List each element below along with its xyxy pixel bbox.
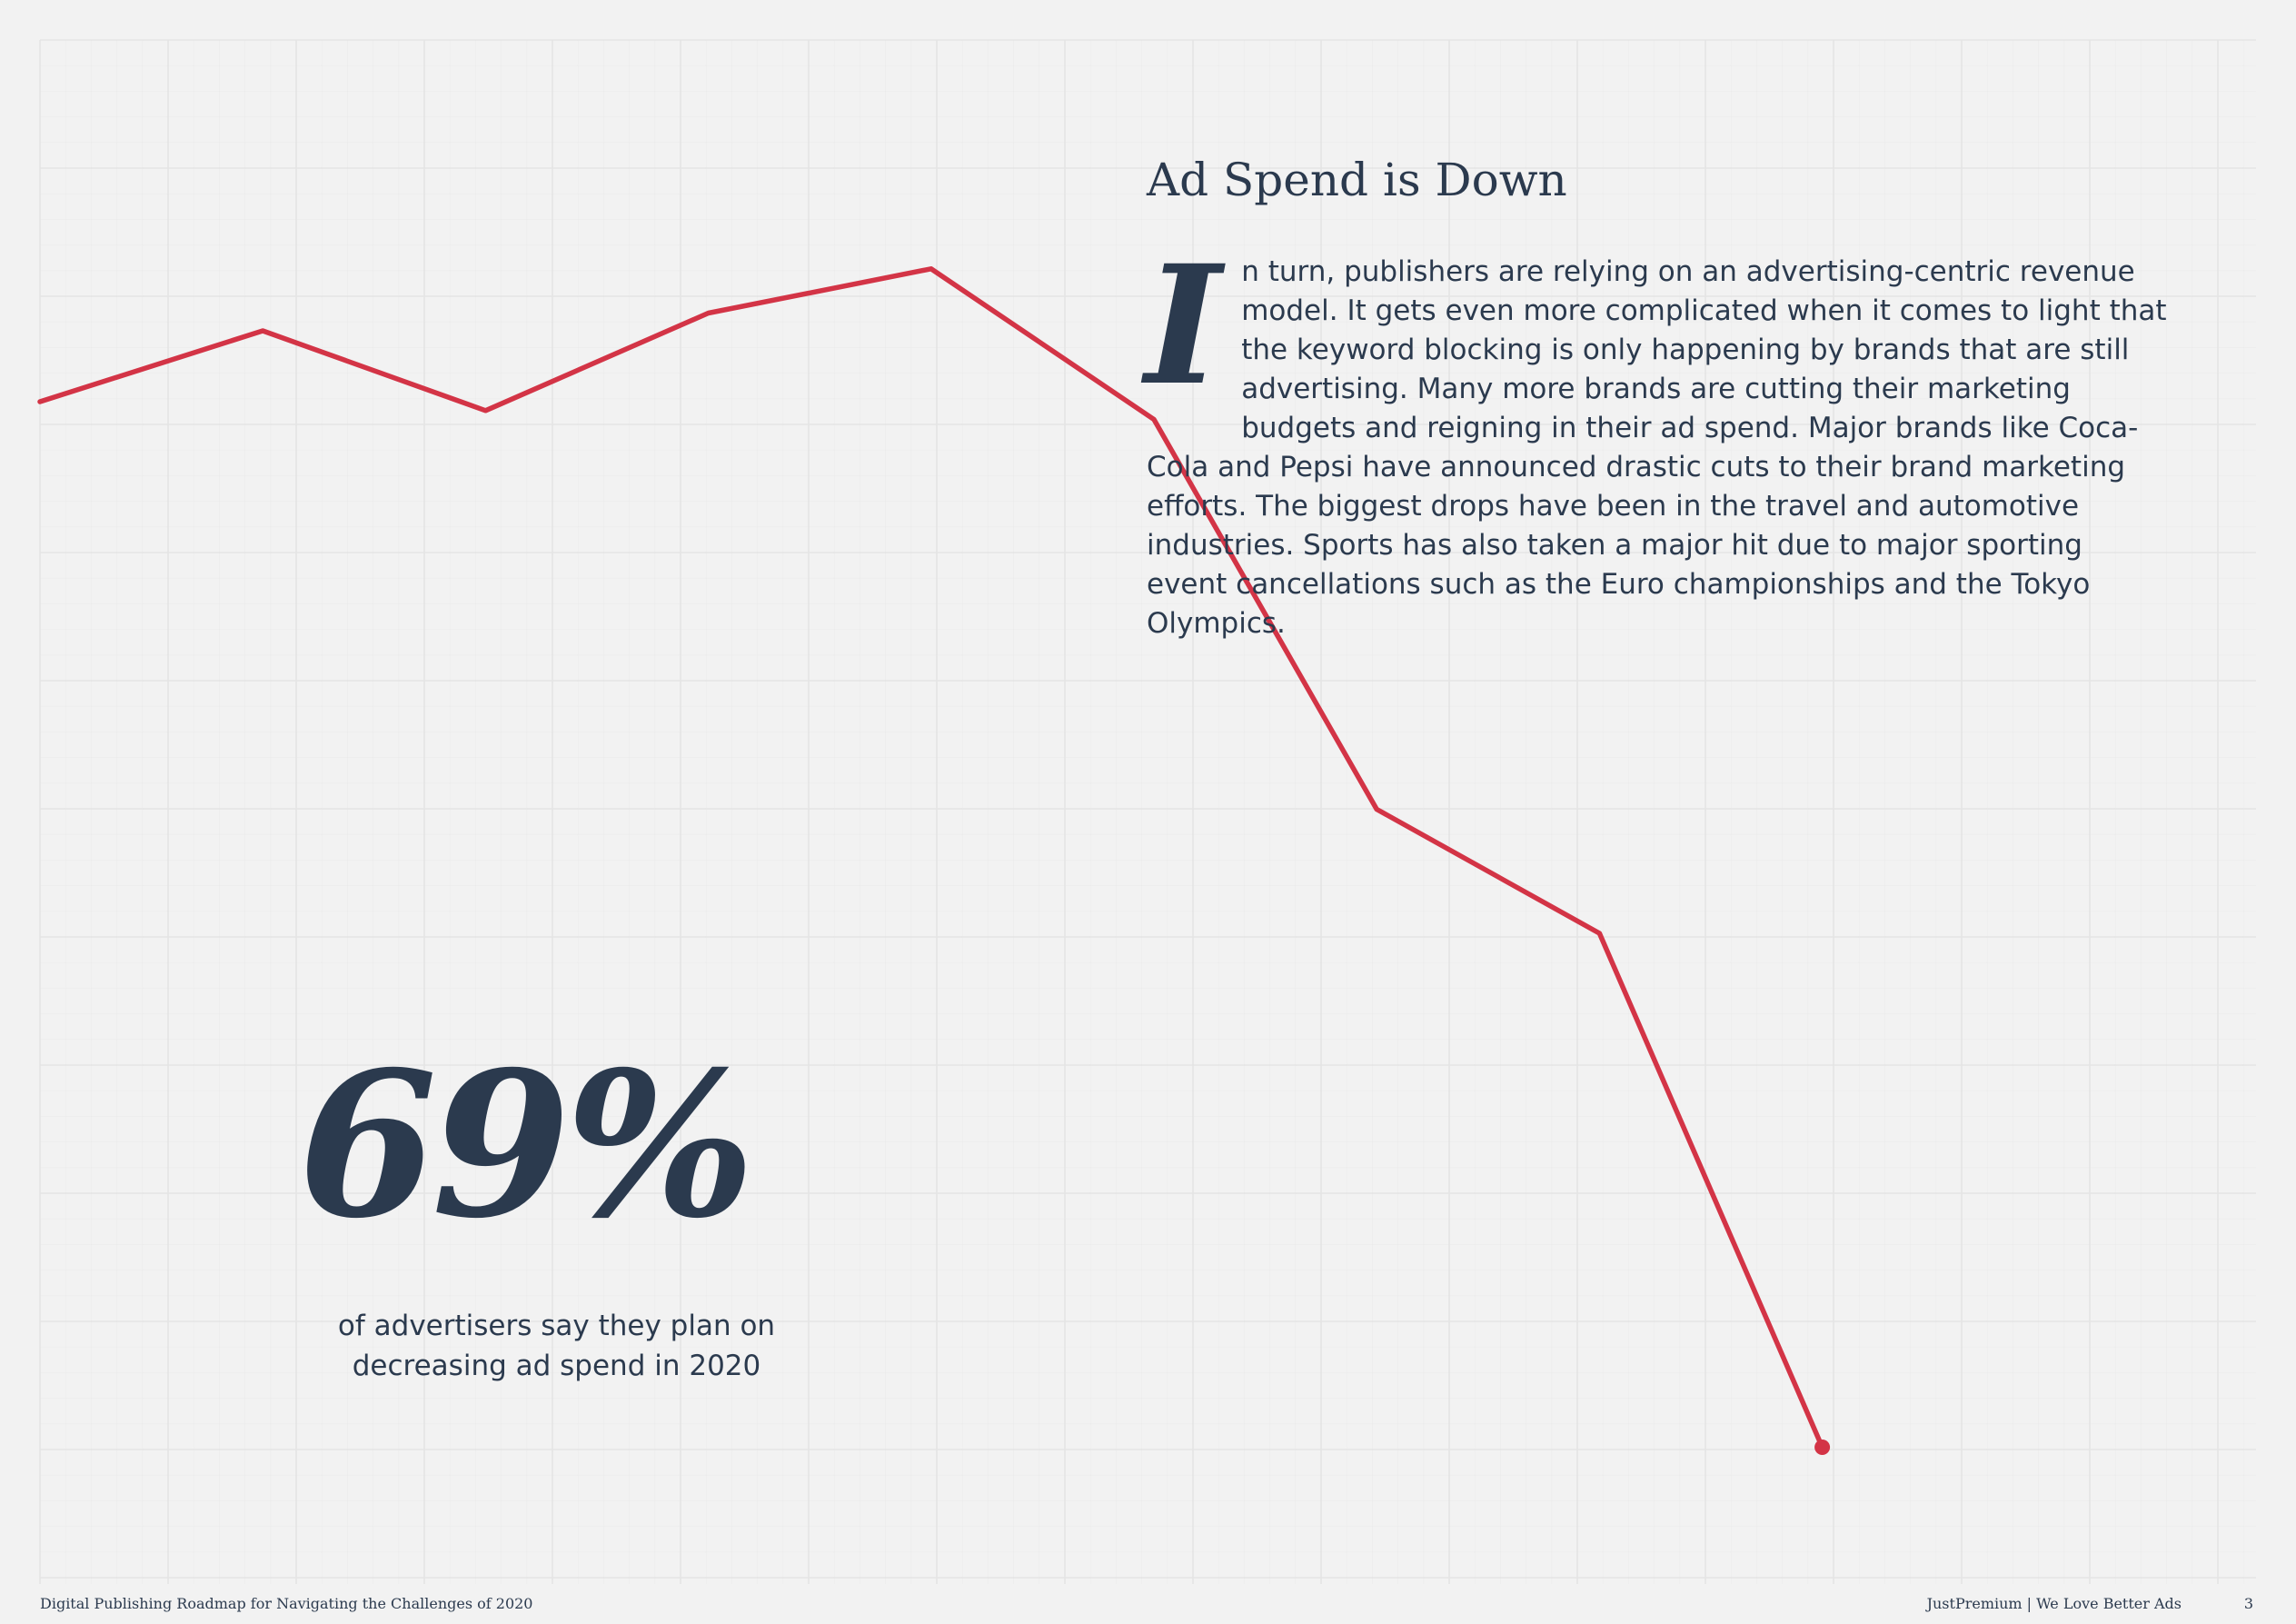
stat-caption: of advertisers say they plan on decreasi… (337, 1310, 776, 1382)
section-heading: Ad Spend is Down (1147, 154, 1567, 206)
drop-cap: I (1145, 230, 1222, 422)
body-text: n turn, publishers are relying on an adv… (1147, 255, 2167, 640)
trend-end-point (1814, 1440, 1831, 1455)
footer-document-title: Digital Publishing Roadmap for Navigatin… (40, 1595, 533, 1612)
page-number: 3 (2243, 1595, 2253, 1612)
stat-value: 69% (298, 1027, 755, 1262)
trend-line-series (37, 266, 1825, 1450)
footer-brand: JustPremium | We Love Better Ads (1926, 1595, 2182, 1612)
